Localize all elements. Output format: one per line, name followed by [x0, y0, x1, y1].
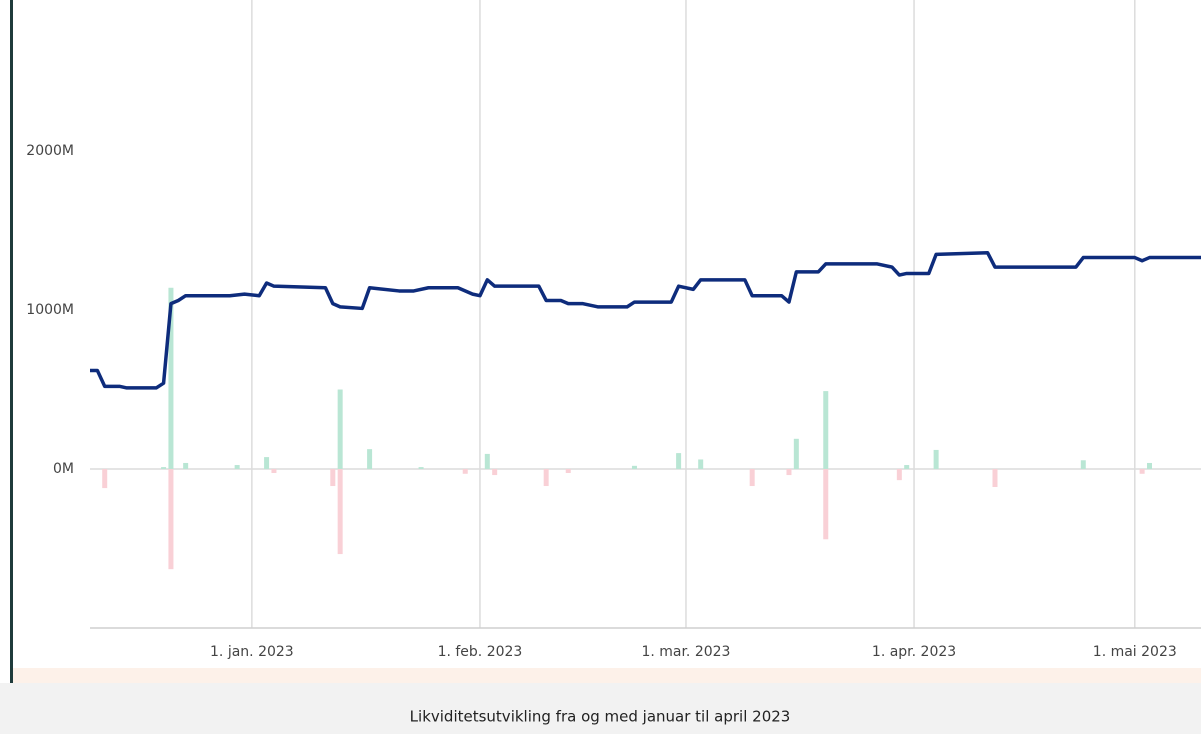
bar	[1139, 469, 1145, 474]
bar	[992, 469, 998, 487]
bar	[676, 453, 682, 470]
bar	[565, 469, 571, 473]
caption: Likviditetsutvikling fra og med januar t…	[410, 708, 791, 726]
x-tick-label: 1. mai 2023	[1093, 644, 1177, 660]
bar	[168, 287, 174, 470]
bar	[823, 469, 829, 540]
bar	[271, 469, 277, 473]
bar	[462, 469, 468, 474]
bar	[484, 453, 490, 470]
bar	[786, 469, 792, 476]
caption-panel	[0, 683, 1201, 734]
bar	[896, 469, 902, 481]
bar	[933, 449, 939, 470]
bar	[543, 469, 549, 487]
y-tick-label: 0M	[53, 461, 74, 477]
footer-strip	[12, 668, 1201, 683]
x-tick-label: 1. jan. 2023	[210, 644, 294, 660]
x-tick-label: 1. apr. 2023	[872, 644, 956, 660]
bar	[1080, 460, 1086, 470]
line	[90, 251, 1201, 390]
bar	[1146, 462, 1152, 470]
bar	[749, 469, 755, 487]
bar	[631, 465, 637, 470]
bar	[234, 465, 240, 470]
y-tick-label: 2000M	[26, 143, 74, 159]
bar	[168, 469, 174, 570]
bar	[183, 462, 189, 470]
bar	[337, 469, 343, 555]
bar	[330, 469, 336, 487]
bar	[102, 469, 108, 489]
bar	[793, 438, 799, 470]
bar	[418, 467, 424, 470]
bar	[492, 469, 498, 476]
x-tick-label: 1. mar. 2023	[641, 644, 730, 660]
bar	[904, 465, 910, 470]
x-tick-label: 1. feb. 2023	[438, 644, 523, 660]
bar	[823, 391, 829, 470]
bar	[337, 389, 343, 470]
bar	[264, 457, 270, 470]
left-border	[10, 0, 13, 683]
bar	[698, 459, 704, 470]
bar	[367, 449, 373, 470]
y-tick-label: 1000M	[26, 302, 74, 318]
bar	[161, 467, 167, 470]
